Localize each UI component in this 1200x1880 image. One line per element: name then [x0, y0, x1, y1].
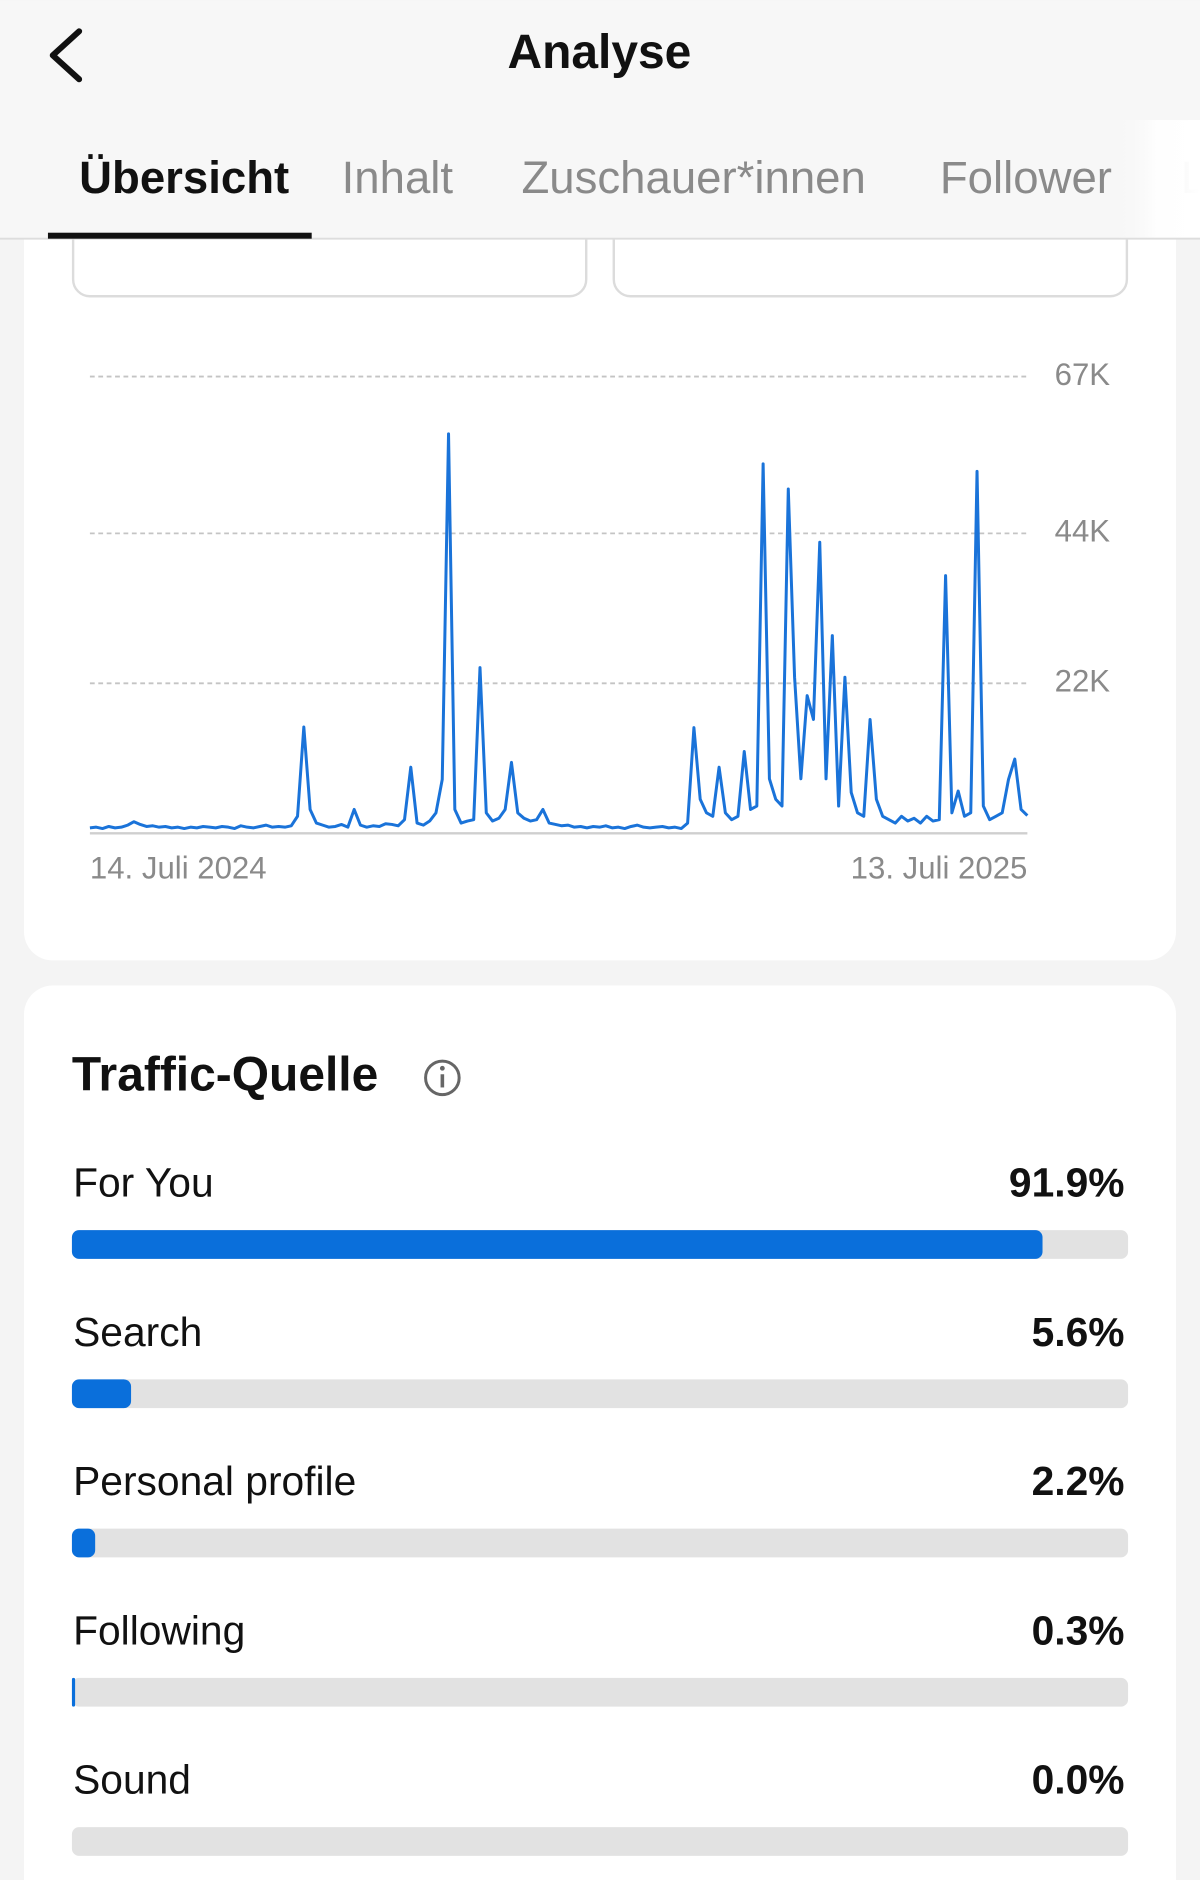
value-label: 0.3% [1032, 1607, 1125, 1653]
section-title: Traffic-Quelle [72, 1049, 378, 1102]
tab-fade [1114, 120, 1200, 238]
bar-track [71, 1827, 1129, 1856]
source-label: Search [73, 1309, 202, 1355]
bar-chart: For You 91.9% Search 5.6% Personal profile 2.… [71, 1160, 1129, 1856]
y-tick-label: 44K [1055, 514, 1111, 549]
value-label: 2.2% [1032, 1458, 1125, 1504]
bar [71, 1230, 1043, 1259]
tab[interactable]: Follower [940, 152, 1112, 203]
bar [71, 1677, 76, 1707]
source-label: Following [73, 1607, 245, 1653]
bar [71, 1528, 96, 1558]
source-label: Sound [73, 1757, 191, 1803]
source-label: Personal profile [73, 1458, 356, 1504]
tab[interactable]: Übersicht [79, 152, 289, 203]
tab[interactable]: Zuschauer*innen [521, 152, 865, 203]
bar [71, 1379, 132, 1409]
x-tick-label: 13. Juli 2025 [851, 851, 1028, 886]
x-tick-label: 14. Juli 2024 [90, 851, 267, 886]
data-line [89, 432, 1029, 831]
y-tick-label: 67K [1055, 357, 1111, 392]
line-chart: 22K 44K 67K 14. Juli 2024 13. Juli 2025 [89, 357, 1111, 886]
header [0, 0, 1200, 239]
back-button[interactable] [49, 28, 83, 83]
tab-indicator [47, 232, 312, 239]
card [23, 179, 1177, 961]
info-icon[interactable] [424, 1059, 461, 1097]
bar-track [71, 1677, 1129, 1707]
bar-track [71, 1528, 1129, 1558]
y-tick-label: 22K [1055, 664, 1111, 699]
source-label: For You [73, 1160, 213, 1206]
value-label: 0.0% [1032, 1757, 1125, 1803]
tab[interactable]: Inhalt [342, 152, 454, 203]
page-title: Analyse [507, 26, 691, 79]
card [23, 985, 1177, 1880]
value-label: 91.9% [1009, 1160, 1125, 1206]
bar-track [71, 1379, 1129, 1409]
value-label: 5.6% [1032, 1309, 1125, 1355]
